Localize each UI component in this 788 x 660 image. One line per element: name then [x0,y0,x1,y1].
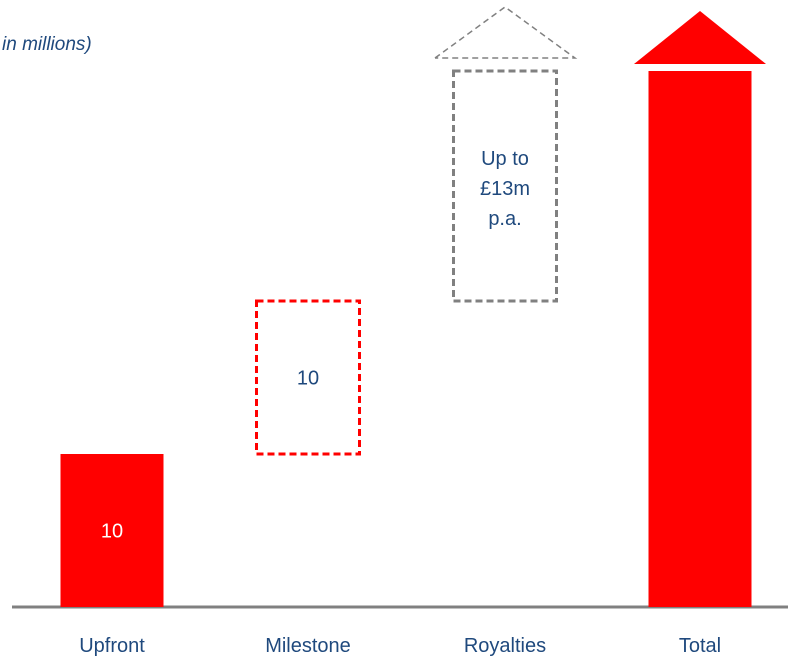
bar-upfront [60,454,164,607]
data-label-upfront: 10 [101,521,123,543]
category-label-milestone: Milestone [265,635,351,657]
royalties-arrowhead [434,6,578,59]
category-label-royalties: Royalties [464,635,546,657]
unit-note: in millions) [2,34,92,55]
bar-total [648,71,752,607]
category-label-total: Total [679,635,721,657]
data-label-royalties-line-2: £13m [480,178,530,200]
data-label-royalties-line-1: Up to [481,148,529,170]
data-label-royalties-line-3: p.a. [488,208,521,230]
category-label-upfront: Upfront [79,635,145,657]
data-label-milestone: 10 [297,368,319,390]
bar-royalties [452,69,558,303]
total-arrowhead [634,11,766,64]
bar-milestone [255,299,361,456]
